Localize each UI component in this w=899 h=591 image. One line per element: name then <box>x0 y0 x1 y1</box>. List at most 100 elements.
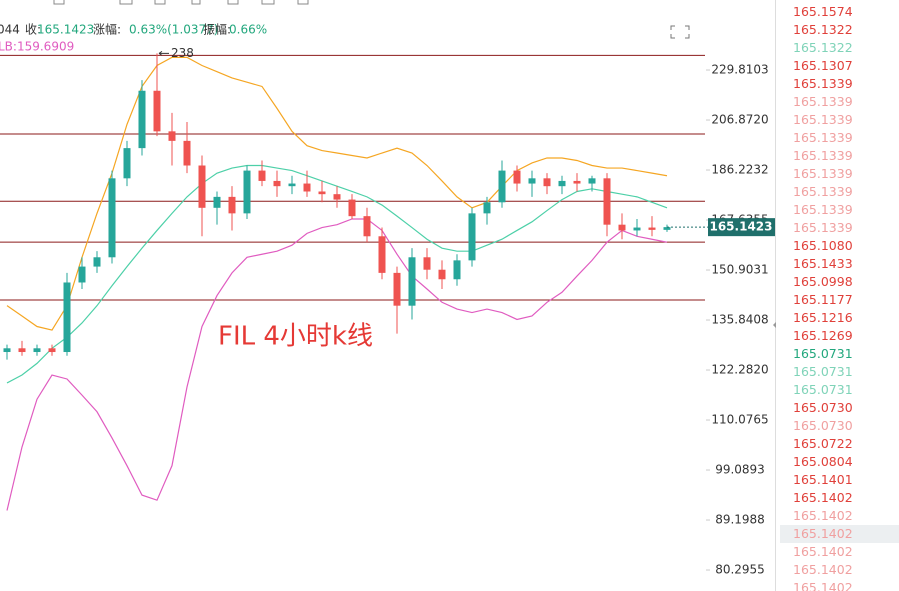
chart: 044 收: 165.1423 涨幅: 0.63%(1.0377) 振幅: 0.… <box>0 0 776 591</box>
candle-body <box>423 257 431 270</box>
trade-price: 165.0731 <box>793 364 853 379</box>
trade-price: 165.1339 <box>793 184 853 199</box>
candle-body <box>498 170 506 203</box>
candle-body <box>243 170 251 214</box>
candle-body <box>648 227 656 230</box>
annotation: FIL 4小时k线 <box>218 322 373 352</box>
trade-price: 165.1339 <box>793 94 853 109</box>
trade-price: 165.1339 <box>793 220 853 235</box>
candle-body <box>108 178 116 258</box>
candle-body <box>258 170 266 181</box>
last-price-label: 165.1423 <box>709 220 772 234</box>
band-line <box>6 56 668 331</box>
trade-price: 165.0998 <box>793 274 853 289</box>
trade-price: 165.1216 <box>793 310 853 325</box>
trade-price: 165.1322 <box>793 40 853 55</box>
candle-body <box>333 194 341 200</box>
candle-body <box>363 216 371 237</box>
trade-price: 165.1402 <box>793 562 853 577</box>
y-tick-label: 99.0893 <box>715 463 765 477</box>
trade-list: 165.1574 165.1322 165.1322 165.1307 165.1339… <box>780 0 899 591</box>
header-change-label: 涨幅: <box>93 22 121 37</box>
candle-body <box>438 269 446 280</box>
trade-price: 165.1402 <box>793 508 853 523</box>
candle-body <box>513 170 521 184</box>
trade-price: 165.1402 <box>793 544 853 559</box>
trade-price: 165.0730 <box>793 400 853 415</box>
candle-body <box>288 183 296 187</box>
trade-price: 165.1339 <box>793 166 853 181</box>
candle-body <box>618 224 626 231</box>
lower-band-label: LB:159.6909 <box>0 40 74 54</box>
candle-body <box>348 199 356 217</box>
y-tick-label: 206.8720 <box>711 113 768 127</box>
candle-body <box>558 180 566 187</box>
y-tick-label: 80.2955 <box>715 563 765 577</box>
header-amplitude: 0.66% <box>229 23 267 37</box>
trade-price: 165.1433 <box>793 256 853 271</box>
trade-price: 165.1339 <box>793 148 853 163</box>
candle-body <box>483 202 491 214</box>
candle-body <box>78 266 86 283</box>
candle-body <box>18 348 26 353</box>
trade-price: 165.0730 <box>793 418 853 433</box>
candle-body <box>213 196 221 208</box>
candle-body <box>153 90 161 132</box>
trade-price: 165.1339 <box>793 76 853 91</box>
header-change: 0.63%(1.0377) <box>129 23 218 37</box>
last-price-badge <box>708 218 775 237</box>
candle-body <box>573 180 581 184</box>
trade-price: 165.0722 <box>793 436 853 451</box>
candle-body <box>3 348 11 353</box>
trade-price: 165.1339 <box>793 112 853 127</box>
trade-price: 165.1269 <box>793 328 853 343</box>
y-tick-label: 150.9031 <box>711 263 768 277</box>
header-amplitude-label: 振幅: <box>203 22 231 37</box>
candle-body <box>198 165 206 208</box>
trade-price: 165.1177 <box>793 292 853 307</box>
candle-body <box>318 191 326 195</box>
trade-price: 165.0731 <box>793 346 853 361</box>
candle-body <box>393 272 401 306</box>
trade-price: 165.1402 <box>780 525 899 543</box>
trade-price: 165.1339 <box>793 130 853 145</box>
candle-body <box>378 236 386 273</box>
toolbar <box>53 0 309 5</box>
trade-price: 165.0731 <box>793 382 853 397</box>
fullscreen-icon[interactable] <box>670 25 690 39</box>
candle-body <box>633 227 641 231</box>
candle-body <box>453 260 461 280</box>
trade-price: 165.1574 <box>793 4 853 19</box>
header-close-label: 收: <box>25 23 41 37</box>
candle-body <box>273 180 281 187</box>
trade-price: 165.0804 <box>793 454 853 469</box>
header-bar: 044 <box>0 23 20 37</box>
trade-price: 165.1402 <box>793 580 853 591</box>
band-line <box>6 218 668 511</box>
candle-body <box>63 282 71 353</box>
trade-price: 165.1402 <box>793 490 853 505</box>
candle-body <box>303 183 311 192</box>
candle-body <box>468 213 476 261</box>
collapse-arrow[interactable] <box>773 322 776 328</box>
candle-body <box>528 178 536 184</box>
trade-price: 165.1339 <box>793 202 853 217</box>
candle-body <box>228 196 236 214</box>
candle-body <box>663 227 671 230</box>
trade-price: 165.1307 <box>793 58 853 73</box>
y-tick-label: 186.2232 <box>711 163 768 177</box>
candle-body <box>168 131 176 141</box>
candle-body <box>183 140 191 166</box>
candle-body <box>93 257 101 267</box>
candle-body <box>48 348 56 353</box>
y-tick-label: 122.2820 <box>711 363 768 377</box>
y-tick-label: 110.0765 <box>711 413 768 427</box>
candle-body <box>138 90 146 149</box>
candle-body <box>33 348 41 353</box>
candle-body <box>588 178 596 184</box>
trade-price: 165.1080 <box>793 238 853 253</box>
high-label: 238 <box>171 46 194 60</box>
trade-price: 165.1322 <box>793 22 853 37</box>
y-tick-label: 89.1988 <box>715 513 765 527</box>
